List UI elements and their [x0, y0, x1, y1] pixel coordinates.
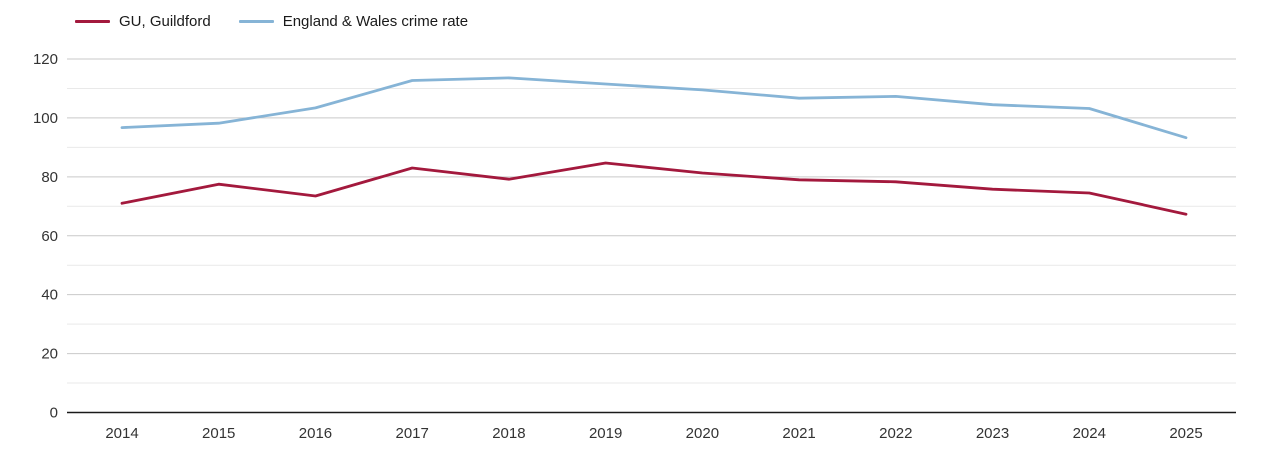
x-axis-tick-label: 2024: [1073, 425, 1106, 442]
x-axis-tick-label: 2023: [976, 425, 1009, 442]
x-axis-tick-label: 2018: [492, 425, 525, 442]
x-axis-tick-label: 2015: [202, 425, 235, 442]
y-axis-tick-label: 80: [41, 169, 58, 186]
legend-item-england-wales[interactable]: England & Wales crime rate: [238, 13, 469, 30]
legend-label-gu-guildford: GU, Guildford: [119, 13, 211, 30]
x-axis-tick-label: 2019: [589, 425, 622, 442]
y-axis-tick-label: 40: [41, 287, 58, 304]
legend-swatch-england-wales: [238, 20, 274, 23]
legend-swatch-gu-guildford: [75, 20, 110, 23]
series-line-england-wales-crime-rate: [120, 76, 1188, 140]
y-axis-tick-label: 100: [33, 110, 58, 127]
chart-legend: GU, Guildford England & Wales crime rate: [75, 14, 468, 29]
x-axis-tick-label: 2021: [782, 425, 815, 442]
legend-label-england-wales: England & Wales crime rate: [282, 13, 469, 30]
x-axis-tick-label: 2016: [299, 425, 332, 442]
x-axis-tick-label: 2014: [105, 425, 138, 442]
x-axis-tick-label: 2017: [395, 425, 428, 442]
x-axis-tick-label: 2022: [879, 425, 912, 442]
y-axis-tick-label: 20: [41, 346, 58, 363]
y-axis-tick-label: 0: [50, 405, 58, 422]
y-axis-tick-label: 60: [41, 228, 58, 245]
x-axis-tick-label: 2025: [1169, 425, 1202, 442]
legend-item-gu-guildford[interactable]: GU, Guildford: [75, 14, 211, 29]
x-axis-tick-label: 2020: [686, 425, 719, 442]
y-axis-tick-label: 120: [33, 51, 58, 68]
series-line-gu-guildford: [120, 161, 1188, 216]
